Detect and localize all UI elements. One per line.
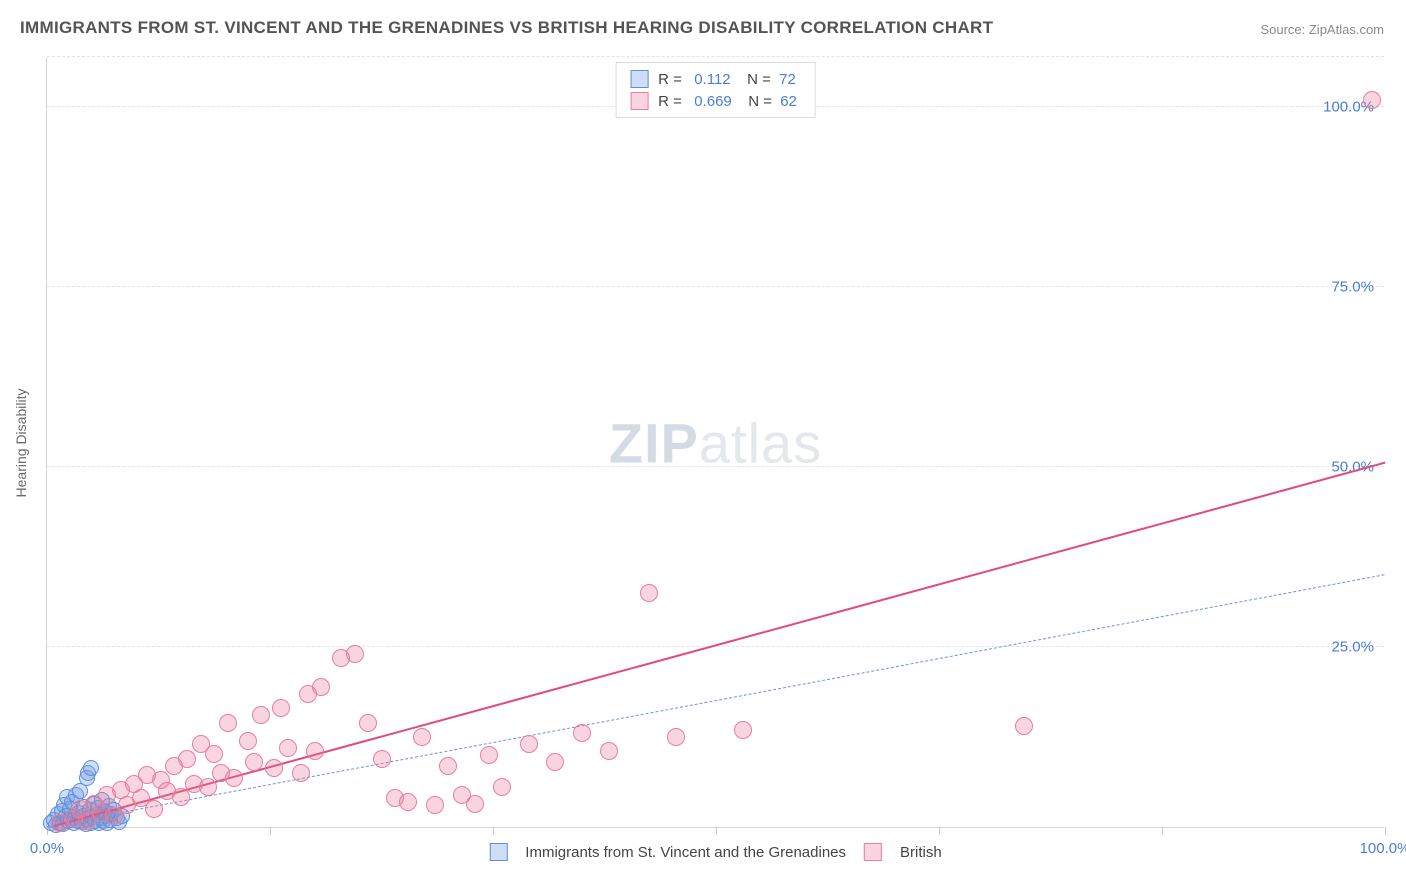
legend-r-value: 0.669 [694,93,732,110]
data-point-british [359,714,377,732]
data-point-british [1363,91,1381,109]
data-point-british [439,757,457,775]
legend-n-label: N = [747,71,771,88]
data-point-british [306,742,324,760]
x-tick-label: 0.0% [30,840,64,857]
data-point-british [312,678,330,696]
legend-swatch [489,843,507,861]
x-tick [1162,827,1163,835]
x-tick [939,827,940,835]
data-point-british [640,584,658,602]
plot-area: ZIPatlas Hearing Disability 25.0%50.0%75… [46,58,1384,828]
data-point-british [225,769,243,787]
legend-r-value: 0.112 [694,71,730,88]
x-tick [1385,827,1386,835]
y-tick-label: 75.0% [1331,279,1374,296]
x-tick [493,827,494,835]
trend-line-svg [47,574,1385,827]
data-point-british [346,645,364,663]
trend-line-british [53,462,1385,827]
data-point-british [239,732,257,750]
legend-series-item: Immigrants from St. Vincent and the Gren… [489,843,846,861]
data-point-british [272,699,290,717]
data-point-british [252,706,270,724]
data-point-british [734,721,752,739]
data-point-british [520,735,538,753]
legend-n-label: N = [748,93,772,110]
gridline [47,466,1384,467]
data-point-british [493,778,511,796]
data-point-british [480,746,498,764]
data-point-british [245,753,263,771]
x-tick [716,827,717,835]
legend-row: R = 0.112 N = 72 [616,68,815,90]
legend-series-label: Immigrants from St. Vincent and the Gren… [525,844,846,861]
chart-title: IMMIGRANTS FROM ST. VINCENT AND THE GREN… [20,18,993,38]
y-axis-label: Hearing Disability [13,388,29,497]
source-attribution: Source: ZipAtlas.com [1260,22,1384,37]
data-point-british [205,745,223,763]
data-point-british [1015,717,1033,735]
data-point-british [145,800,163,818]
data-point-british [466,795,484,813]
legend-n-value: 72 [779,71,796,88]
data-point-british [219,714,237,732]
legend-row: R = 0.669 N = 62 [616,90,815,112]
data-point-british [573,724,591,742]
data-point-british [399,793,417,811]
data-point-british [413,728,431,746]
data-point-svg [83,760,99,776]
data-point-british [172,788,190,806]
gridline [47,56,1384,57]
legend-correlation: R = 0.112 N = 72R = 0.669 N = 62 [615,62,816,118]
data-point-british [373,750,391,768]
y-tick-label: 25.0% [1331,639,1374,656]
legend-swatch [630,70,648,88]
data-point-british [292,764,310,782]
legend-series-label: British [900,844,942,861]
legend-swatch [630,92,648,110]
legend-series-item: British [864,843,942,861]
legend-series: Immigrants from St. Vincent and the Gren… [489,843,941,861]
data-point-british [600,742,618,760]
legend-n-value: 62 [780,93,797,110]
legend-r-label: R = [658,71,682,88]
data-point-british [667,728,685,746]
legend-r-label: R = [658,93,682,110]
gridline [47,286,1384,287]
data-point-british [426,796,444,814]
x-tick [270,827,271,835]
legend-swatch [864,843,882,861]
data-point-british [546,753,564,771]
data-point-british [199,778,217,796]
data-point-british [279,739,297,757]
data-point-british [265,759,283,777]
data-point-british [178,750,196,768]
x-tick-label: 100.0% [1360,840,1406,857]
